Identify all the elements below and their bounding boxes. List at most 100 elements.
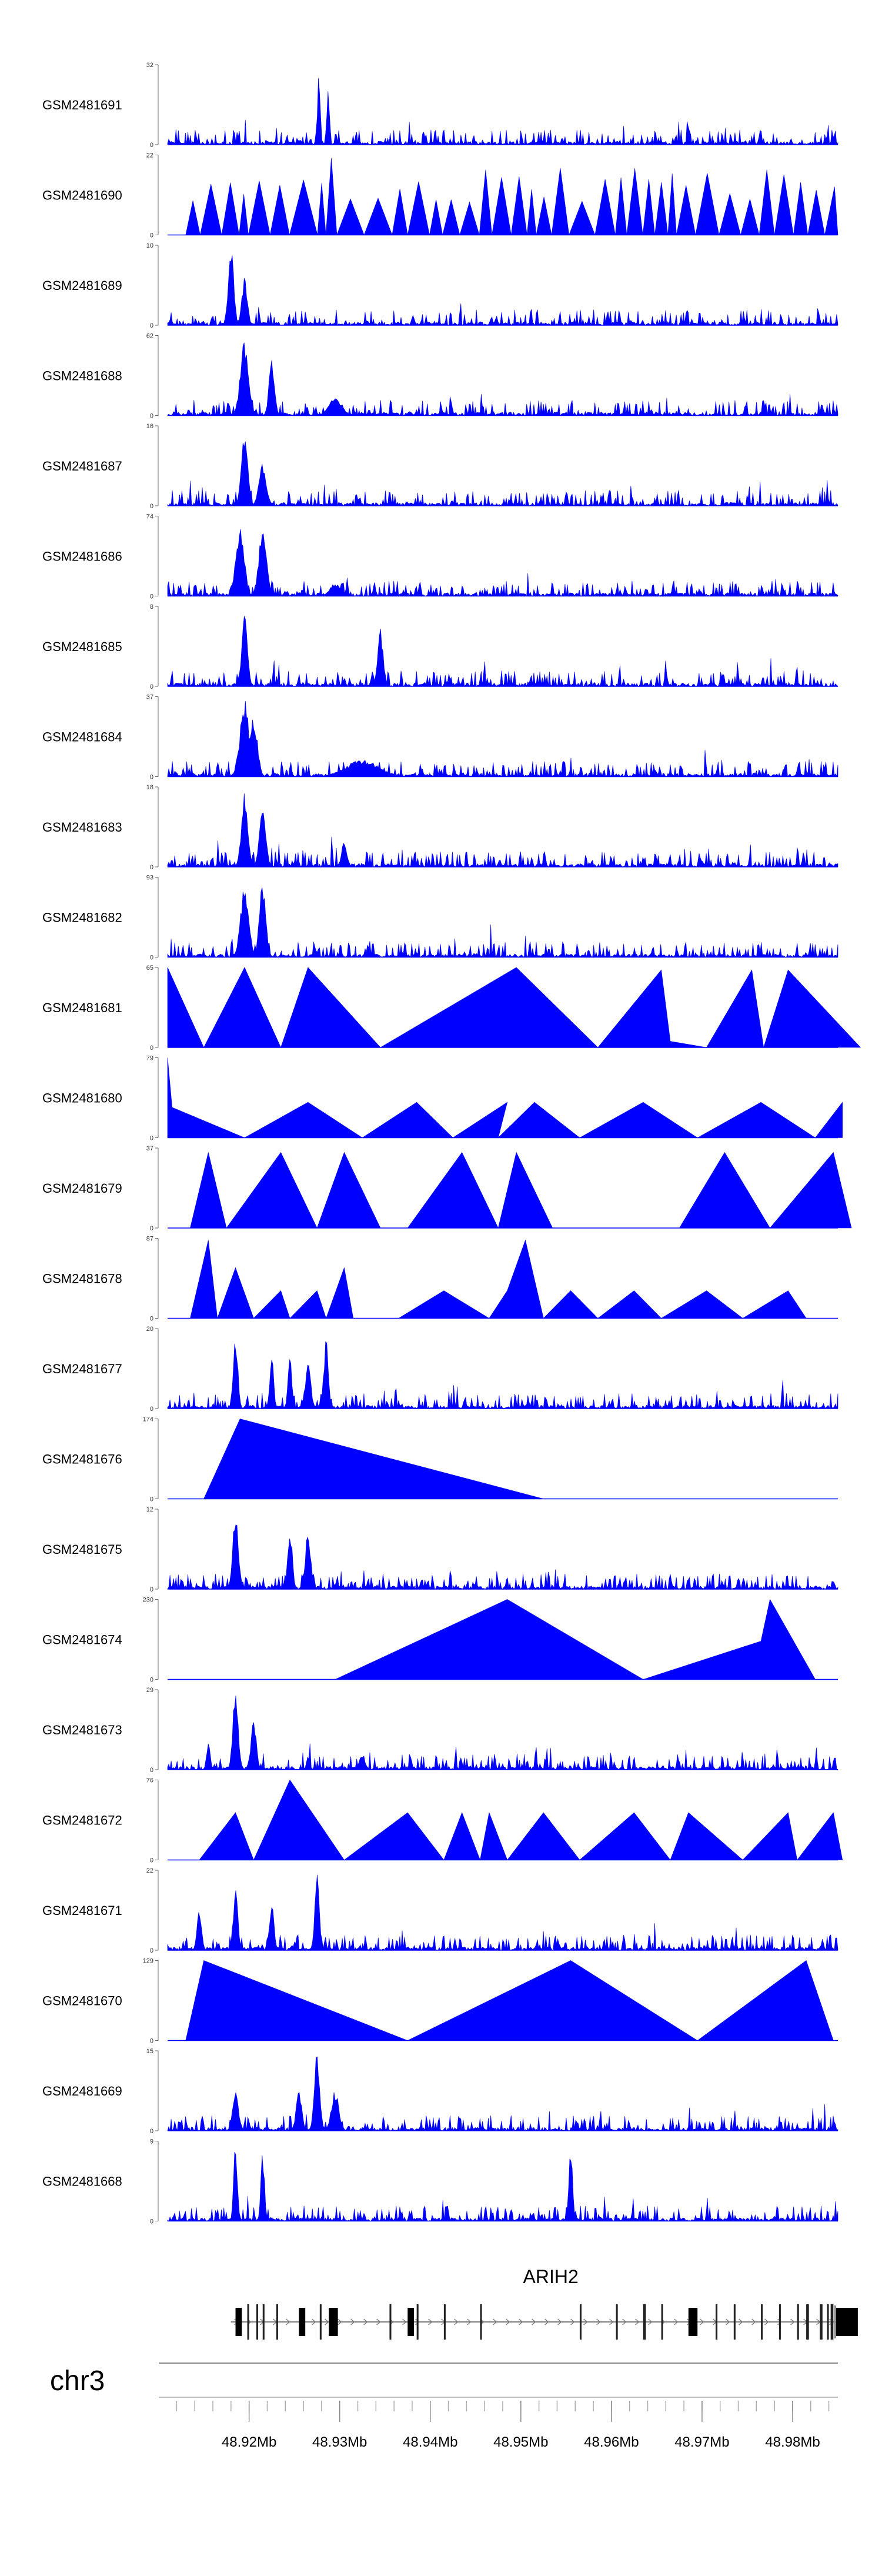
track-label: GSM2481671 [42, 1903, 122, 1918]
coverage-area [190, 1239, 807, 1319]
y-max-label: 93 [146, 875, 153, 882]
strand-arrow [777, 2318, 782, 2325]
coverage-area [167, 700, 838, 778]
y-max-label: 22 [146, 152, 153, 159]
strand-arrow [428, 2318, 433, 2325]
strand-arrow [596, 2318, 601, 2325]
track-label: GSM2481674 [42, 1633, 122, 1647]
exon [688, 2308, 698, 2336]
exon [820, 2304, 823, 2340]
coverage-area [167, 2056, 838, 2132]
strand-arrow [493, 2318, 497, 2325]
track-label: GSM2481678 [42, 1272, 122, 1286]
strand-arrow [764, 2318, 769, 2325]
y-max-label: 87 [146, 1236, 153, 1243]
track-label: GSM2481680 [42, 1091, 122, 1106]
strand-arrow [454, 2318, 459, 2325]
y-min-label: 0 [150, 683, 153, 690]
coverage-area [167, 78, 838, 145]
y-max-label: 9 [150, 2138, 153, 2145]
exon [299, 2308, 306, 2336]
strand-arrow [557, 2318, 562, 2325]
strand-arrow [609, 2318, 614, 2325]
gene-model: ARIH2 [230, 2266, 858, 2340]
strand-arrow [312, 2318, 316, 2325]
exon [716, 2304, 718, 2340]
y-min-label: 0 [150, 1767, 153, 1774]
coverage-area [185, 1960, 834, 2041]
coverage-area [199, 1779, 843, 1861]
coverage-area [190, 1152, 852, 1229]
track-label: GSM2481668 [42, 2174, 122, 2189]
exon [761, 2304, 763, 2340]
strand-arrow [415, 2318, 420, 2325]
track-GSM2481671: GSM2481671 22 0 [42, 1867, 838, 1954]
y-max-label: 62 [146, 333, 153, 340]
coverage-area [167, 255, 838, 326]
y-max-label: 29 [146, 1687, 153, 1694]
exon [389, 2304, 392, 2340]
exon [416, 2304, 419, 2340]
track-label: GSM2481683 [42, 820, 122, 835]
y-min-label: 0 [150, 2128, 153, 2135]
tick-label: 48.97Mb [674, 2434, 729, 2450]
exon [329, 2308, 338, 2336]
y-min-label: 0 [150, 142, 153, 149]
track-GSM2481682: GSM2481682 93 0 [42, 875, 838, 962]
y-max-label: 10 [146, 242, 153, 249]
y-min-label: 0 [150, 1857, 153, 1864]
exon [407, 2308, 415, 2336]
track-GSM2481680: GSM2481680 79 0 [42, 1055, 843, 1142]
exon [443, 2304, 446, 2340]
track-label: GSM2481673 [42, 1723, 122, 1737]
y-min-label: 0 [150, 232, 153, 239]
exon [276, 2304, 278, 2340]
y-min-label: 0 [150, 322, 153, 329]
tick-label: 48.94Mb [403, 2434, 457, 2450]
y-max-label: 74 [146, 513, 153, 520]
strand-arrow [583, 2318, 588, 2325]
track-label: GSM2481686 [42, 549, 122, 564]
coverage-area [167, 1524, 838, 1590]
track-label: GSM2481679 [42, 1181, 122, 1196]
track-label: GSM2481690 [42, 188, 122, 203]
coverage-area [185, 158, 838, 236]
exon [616, 2304, 618, 2340]
coverage-area [167, 342, 838, 416]
strand-arrow [790, 2318, 795, 2325]
y-max-label: 129 [143, 1958, 153, 1965]
y-min-label: 0 [150, 864, 153, 871]
chromosome-label: chr3 [50, 2365, 105, 2397]
y-max-label: 18 [146, 784, 153, 791]
track-GSM2481679: GSM2481679 37 0 [42, 1145, 852, 1232]
strand-arrow [376, 2318, 381, 2325]
track-label: GSM2481682 [42, 910, 122, 925]
exon [247, 2304, 249, 2340]
strand-arrow [532, 2318, 536, 2325]
y-min-label: 0 [150, 1947, 153, 1954]
track-GSM2481675: GSM2481675 12 0 [42, 1506, 838, 1593]
y-min-label: 0 [150, 774, 153, 781]
exon [661, 2304, 663, 2340]
exon [834, 2305, 836, 2338]
track-label: GSM2481669 [42, 2084, 122, 2098]
track-GSM2481676: GSM2481676 174 0 [42, 1416, 838, 1503]
tick-label: 48.96Mb [584, 2434, 639, 2450]
strand-arrow [674, 2318, 679, 2325]
exon [235, 2308, 242, 2336]
strand-arrow [635, 2318, 640, 2325]
y-min-label: 0 [150, 2038, 153, 2045]
exon [733, 2304, 736, 2340]
y-min-label: 0 [150, 2218, 153, 2225]
strand-arrow [338, 2318, 342, 2325]
coverage-area [167, 967, 861, 1048]
y-max-label: 8 [150, 603, 153, 610]
track-GSM2481688: GSM2481688 62 0 [42, 333, 838, 420]
exon [779, 2304, 781, 2340]
track-GSM2481669: GSM2481669 15 0 [42, 2048, 838, 2135]
y-max-label: 76 [146, 1777, 153, 1784]
strand-arrow [350, 2318, 355, 2325]
track-GSM2481689: GSM2481689 10 0 [42, 242, 838, 329]
track-label: GSM2481677 [42, 1362, 122, 1376]
